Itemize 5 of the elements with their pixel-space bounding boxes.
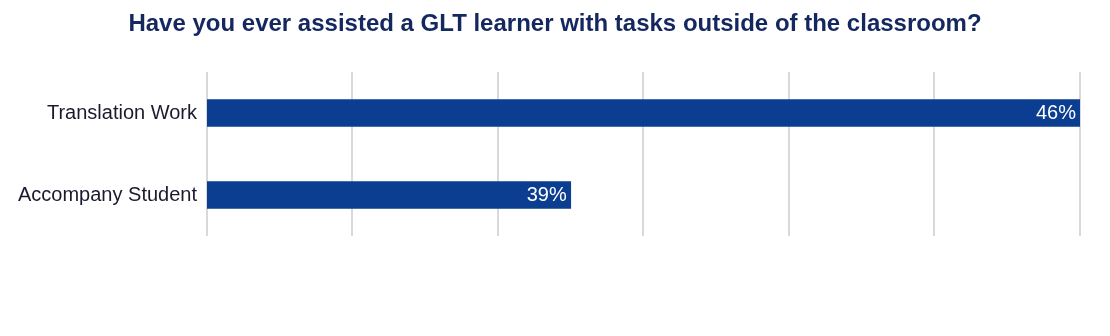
- chart-title: Have you ever assisted a GLT learner with tasks outside of the classroom?: [127, 8, 983, 38]
- data-label: 46%: [1035, 100, 1077, 123]
- y-tick-label: Accompany Student: [17, 182, 198, 205]
- y-tick-label: Translation Work: [46, 100, 198, 123]
- data-label: 39%: [526, 182, 567, 205]
